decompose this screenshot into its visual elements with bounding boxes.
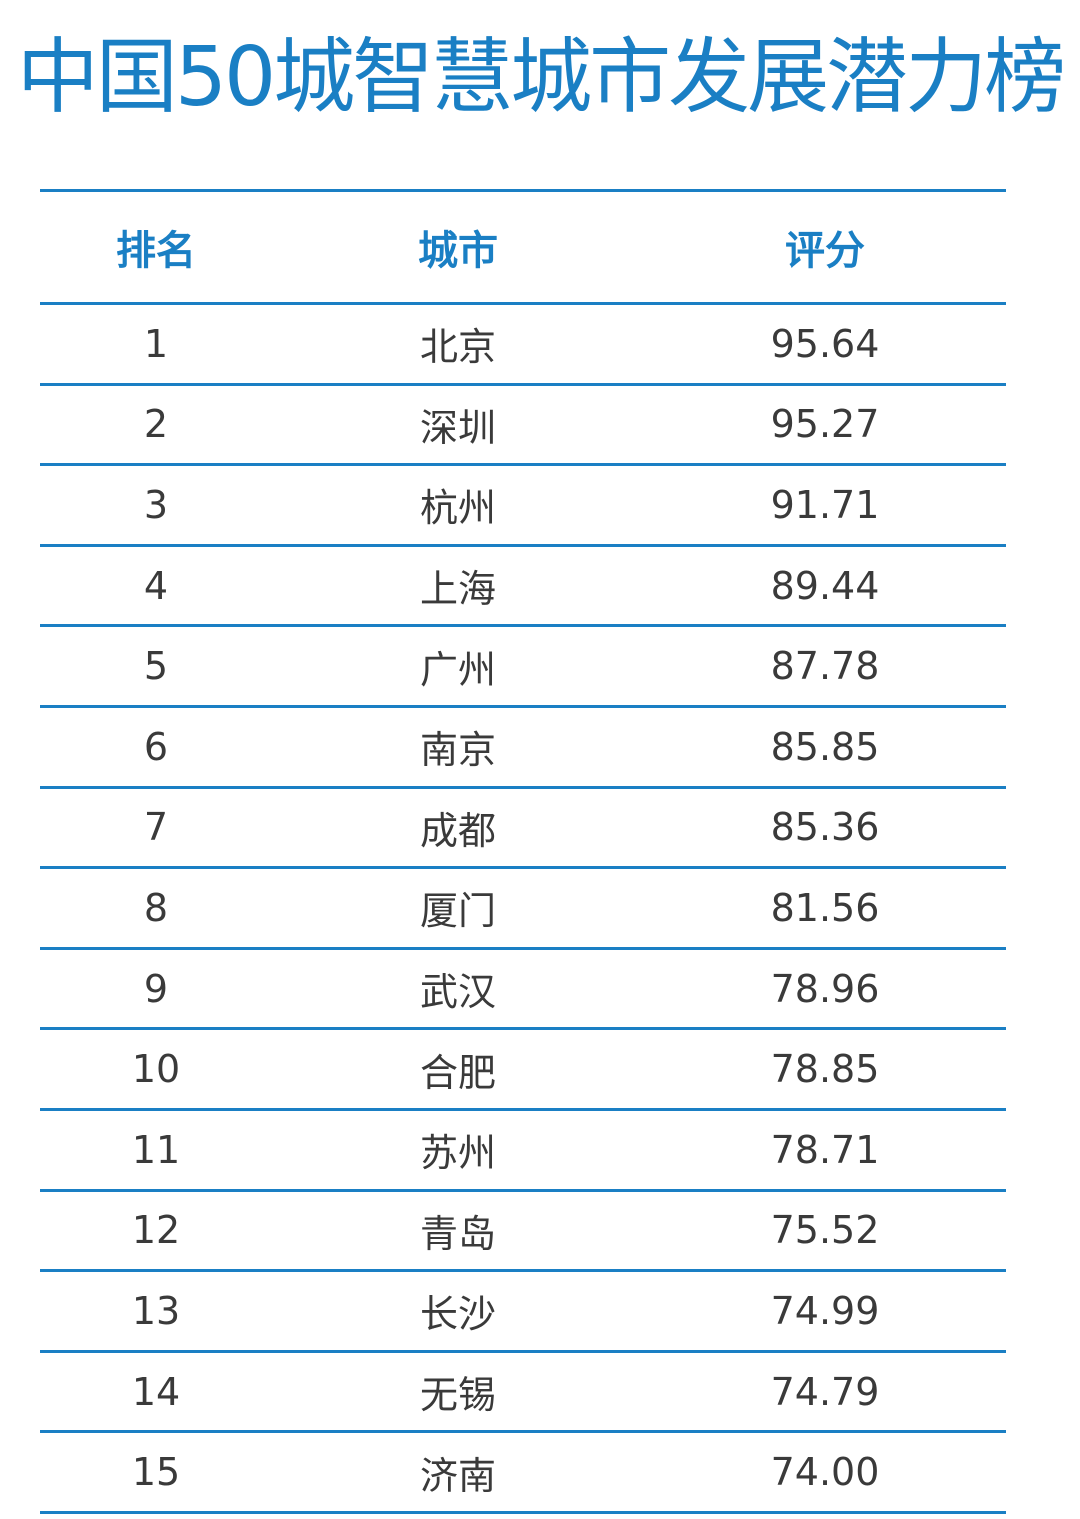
city-cell: 南京 [419, 728, 496, 773]
score-cell: 78.71 [770, 1127, 880, 1172]
score-cell: 78.96 [770, 966, 880, 1011]
rank-cell: 1 [143, 321, 169, 366]
city-cell: 青岛 [419, 1211, 496, 1256]
rank-cell: 4 [143, 563, 169, 608]
rank-cell: 12 [131, 1208, 181, 1253]
table-row: 13 长沙 74.99 [40, 1272, 1006, 1353]
city-cell: 北京 [419, 325, 496, 370]
table-row: 2 深圳 95.27 [40, 386, 1006, 467]
table-row: 10 合肥 78.85 [40, 1030, 1006, 1111]
table-row: 3 杭州 91.71 [40, 466, 1006, 547]
city-cell: 广州 [419, 647, 496, 692]
score-cell: 85.85 [770, 724, 880, 769]
score-cell: 87.78 [770, 644, 880, 689]
city-cell: 长沙 [419, 1292, 496, 1337]
rank-cell: 15 [131, 1450, 181, 1495]
table-row: 7 成都 85.36 [40, 789, 1006, 870]
rank-cell: 7 [143, 805, 169, 850]
score-cell: 78.85 [770, 1047, 880, 1092]
table-row: 14 无锡 74.79 [40, 1353, 1006, 1434]
table-row: 12 青岛 75.52 [40, 1192, 1006, 1273]
table-row: 15 济南 74.00 [40, 1433, 1006, 1514]
rank-cell: 13 [131, 1288, 181, 1333]
header-rank: 排名 [116, 228, 196, 274]
score-cell: 74.00 [770, 1450, 880, 1495]
score-cell: 91.71 [770, 482, 880, 527]
rank-cell: 3 [143, 482, 169, 527]
rank-cell: 14 [131, 1369, 181, 1414]
score-cell: 74.99 [770, 1288, 880, 1333]
score-cell: 81.56 [770, 885, 880, 930]
ranking-table: 排名 城市 评分 1 北京 95.64 2 深圳 95.27 3 杭州 91.71 4 上海 89.4… [40, 189, 1006, 1514]
rank-cell: 6 [143, 724, 169, 769]
table-header: 排名 城市 评分 [40, 192, 1006, 305]
score-cell: 95.64 [770, 321, 880, 366]
header-city: 城市 [418, 228, 498, 274]
city-cell: 成都 [419, 808, 496, 853]
score-cell: 95.27 [770, 402, 880, 447]
city-cell: 厦门 [419, 889, 496, 934]
rank-cell: 9 [143, 966, 169, 1011]
rank-cell: 10 [131, 1047, 181, 1092]
score-cell: 75.52 [770, 1208, 880, 1253]
table-row: 9 武汉 78.96 [40, 950, 1006, 1031]
table-row: 8 厦门 81.56 [40, 869, 1006, 950]
city-cell: 无锡 [419, 1373, 496, 1418]
table-row: 6 南京 85.85 [40, 708, 1006, 789]
rank-cell: 2 [143, 402, 169, 447]
header-score: 评分 [785, 228, 865, 274]
score-cell: 85.36 [770, 805, 880, 850]
city-cell: 深圳 [419, 405, 496, 450]
city-cell: 上海 [419, 567, 496, 612]
score-cell: 74.79 [770, 1369, 880, 1414]
city-cell: 杭州 [419, 486, 496, 531]
city-cell: 合肥 [419, 1050, 496, 1095]
table-row: 11 苏州 78.71 [40, 1111, 1006, 1192]
table-row: 5 广州 87.78 [40, 627, 1006, 708]
city-cell: 济南 [419, 1453, 496, 1498]
city-cell: 苏州 [419, 1131, 496, 1176]
score-cell: 89.44 [770, 563, 880, 608]
page-title: 中国50城智慧城市发展潜力榜 [16, 30, 1066, 125]
rank-cell: 8 [143, 885, 169, 930]
city-cell: 武汉 [419, 970, 496, 1015]
rank-cell: 11 [131, 1127, 181, 1172]
table-row: 1 北京 95.64 [40, 305, 1006, 386]
table-row: 4 上海 89.44 [40, 547, 1006, 628]
rank-cell: 5 [143, 644, 169, 689]
